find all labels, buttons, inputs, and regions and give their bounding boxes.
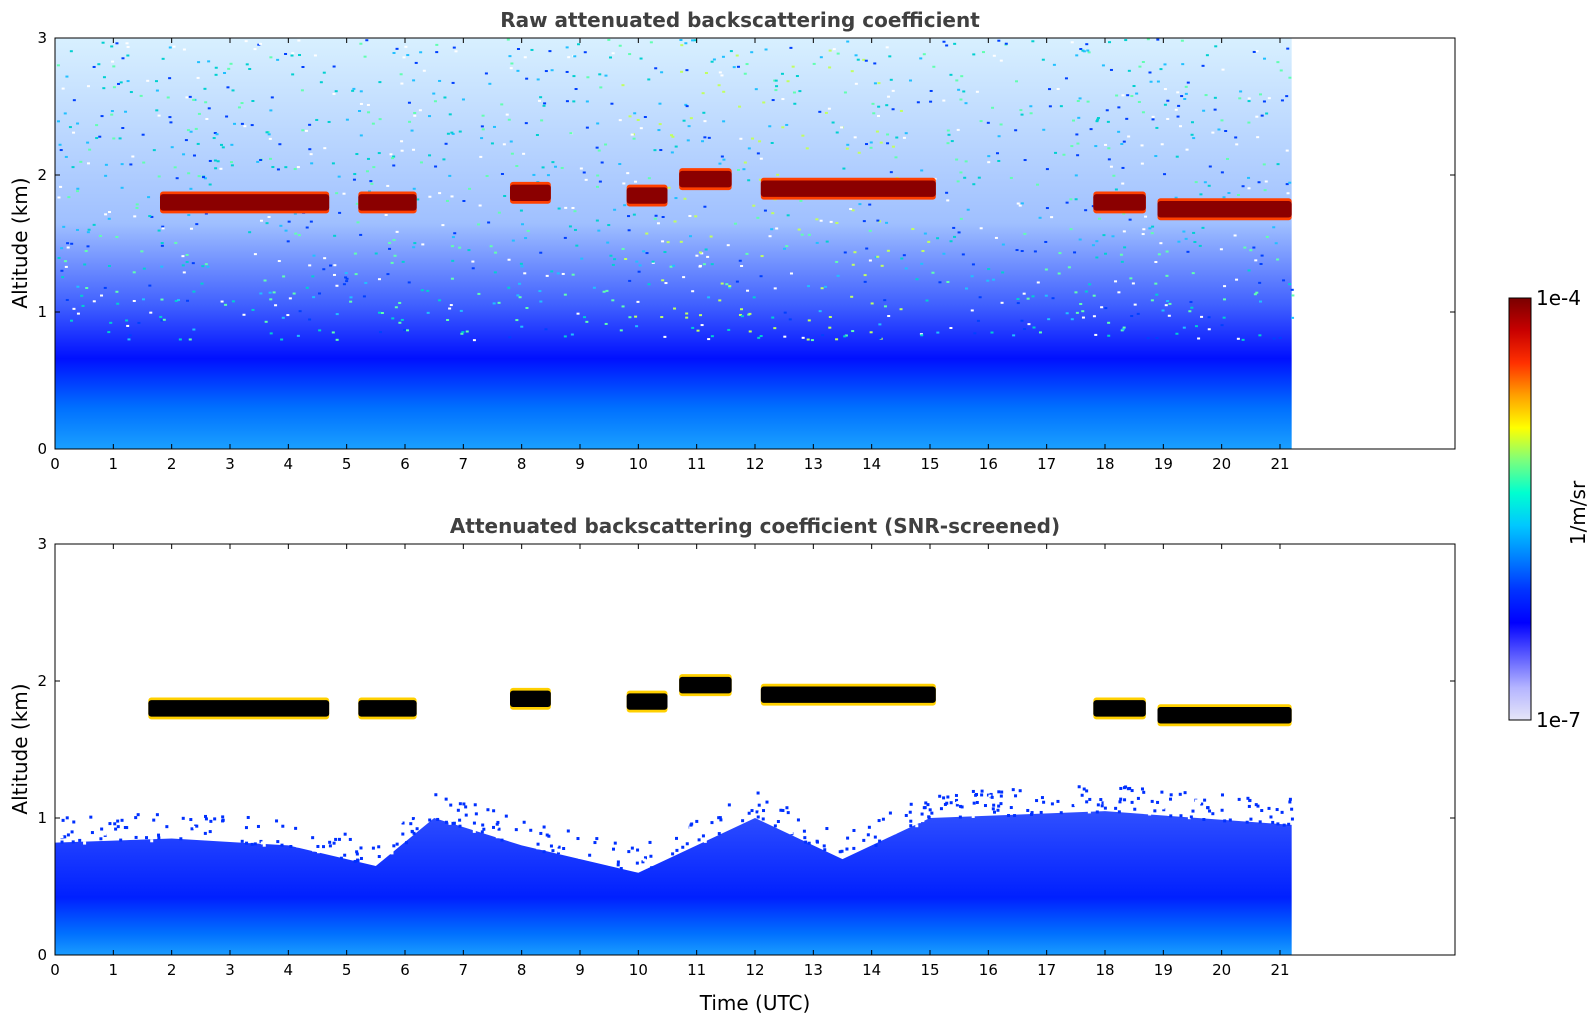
x-tick-label: 17 — [1037, 961, 1056, 979]
panel-raw-backscatter: Raw attenuated backscattering coefficien… — [8, 8, 1456, 473]
noise-speckles — [56, 38, 1295, 342]
y-tick-label: 2 — [37, 672, 47, 690]
x-tick-label: 1 — [109, 961, 119, 979]
y-tick-label: 0 — [37, 946, 47, 964]
x-tick-label: 14 — [862, 455, 881, 473]
x-tick-label: 10 — [629, 455, 648, 473]
y-axis-label-screened: Altitude (km) — [8, 683, 32, 814]
x-tick-label: 2 — [167, 961, 177, 979]
x-tick-label: 11 — [687, 455, 706, 473]
cloud-layers — [148, 674, 1292, 727]
cloud-segment-0 — [148, 700, 330, 717]
y-tick-label: 3 — [37, 535, 47, 553]
cloud-segment-3 — [626, 693, 668, 710]
x-tick-label: 9 — [575, 961, 585, 979]
x-tick-label: 15 — [920, 455, 939, 473]
x-tick-label: 3 — [225, 455, 235, 473]
x-tick-label: 6 — [400, 961, 410, 979]
x-tick-label: 10 — [629, 961, 648, 979]
x-tick-label: 2 — [167, 455, 177, 473]
boundary-layer-fringe — [58, 785, 1294, 871]
cloud-segment-7 — [1157, 201, 1292, 218]
colorbar-unit-label: 1/m/sr — [1566, 480, 1590, 545]
y-axis-label-raw: Altitude (km) — [8, 177, 32, 308]
y-axis-raw: 0 1 2 3 — [37, 29, 1455, 458]
cloud-segment-1 — [358, 194, 417, 211]
x-axis-raw: 0 1 2 3 4 5 6 7 8 9 10 11 12 13 14 15 16 17 18 19 20 21 — [50, 38, 1290, 473]
cloud-segment-5 — [760, 686, 936, 703]
x-tick-label: 14 — [862, 961, 881, 979]
heatmap-background-raw — [55, 38, 1292, 449]
x-tick-label: 3 — [225, 961, 235, 979]
colorbar-max-label: 1e-4 — [1536, 286, 1581, 310]
x-tick-label: 21 — [1270, 455, 1289, 473]
x-tick-label: 0 — [50, 961, 60, 979]
x-tick-label: 5 — [342, 961, 352, 979]
x-tick-label: 16 — [979, 961, 998, 979]
x-tick-label: 8 — [517, 961, 527, 979]
x-tick-label: 4 — [284, 455, 294, 473]
cloud-layers — [160, 168, 1292, 221]
x-tick-label: 7 — [459, 455, 469, 473]
x-tick-label: 8 — [517, 455, 527, 473]
y-tick-label: 0 — [37, 440, 47, 458]
y-tick-label: 2 — [37, 166, 47, 184]
x-tick-label: 6 — [400, 455, 410, 473]
x-tick-label: 7 — [459, 961, 469, 979]
cloud-segment-4 — [679, 170, 732, 188]
x-tick-label: 13 — [804, 961, 823, 979]
cloud-segment-2 — [510, 184, 551, 202]
cloud-segment-0 — [160, 194, 330, 211]
cloud-segment-6 — [1093, 194, 1146, 211]
x-tick-label: 16 — [979, 455, 998, 473]
x-tick-label: 4 — [284, 961, 294, 979]
x-tick-label: 20 — [1212, 961, 1231, 979]
x-tick-label: 11 — [687, 961, 706, 979]
x-tick-label: 5 — [342, 455, 352, 473]
panel-title-raw: Raw attenuated backscattering coefficien… — [500, 8, 980, 32]
cloud-segment-6 — [1093, 700, 1146, 717]
x-tick-label: 21 — [1270, 961, 1289, 979]
cloud-segment-3 — [626, 187, 668, 204]
y-tick-label: 3 — [37, 29, 47, 47]
x-axis-screened: 0 1 2 3 4 5 6 7 8 9 10 11 12 13 14 15 16 17 18 19 20 21 — [50, 544, 1290, 979]
x-tick-label: 15 — [920, 961, 939, 979]
cloud-segment-2 — [510, 690, 551, 708]
x-tick-label: 13 — [804, 455, 823, 473]
x-tick-label: 12 — [745, 455, 764, 473]
x-tick-label: 1 — [109, 455, 119, 473]
heatmap-raw — [55, 38, 1295, 449]
x-tick-label: 19 — [1154, 455, 1173, 473]
cloud-segment-7 — [1157, 707, 1292, 724]
y-tick-label: 1 — [37, 303, 47, 321]
boundary-layer-screened — [55, 811, 1292, 955]
panel-snr-screened: Attenuated backscattering coefficient (S… — [8, 514, 1456, 1015]
x-tick-label: 18 — [1095, 961, 1114, 979]
x-tick-label: 19 — [1154, 961, 1173, 979]
colorbar: 1e-4 1e-7 1/m/sr — [1508, 286, 1590, 732]
x-tick-label: 0 — [50, 455, 60, 473]
panel-title-screened: Attenuated backscattering coefficient (S… — [450, 514, 1060, 538]
cloud-segment-1 — [358, 700, 417, 717]
x-tick-label: 12 — [745, 961, 764, 979]
x-tick-label: 17 — [1037, 455, 1056, 473]
x-tick-label: 20 — [1212, 455, 1231, 473]
cloud-segment-4 — [679, 676, 732, 694]
y-tick-label: 1 — [37, 809, 47, 827]
x-tick-label: 18 — [1095, 455, 1114, 473]
x-tick-label: 9 — [575, 455, 585, 473]
colorbar-min-label: 1e-7 — [1536, 708, 1581, 732]
heatmap-screened — [55, 674, 1294, 955]
y-axis-screened: 0 1 2 3 — [37, 535, 1455, 964]
cloud-segment-5 — [760, 180, 936, 197]
x-axis-label: Time (UTC) — [699, 991, 811, 1015]
colorbar-gradient — [1508, 297, 1532, 721]
